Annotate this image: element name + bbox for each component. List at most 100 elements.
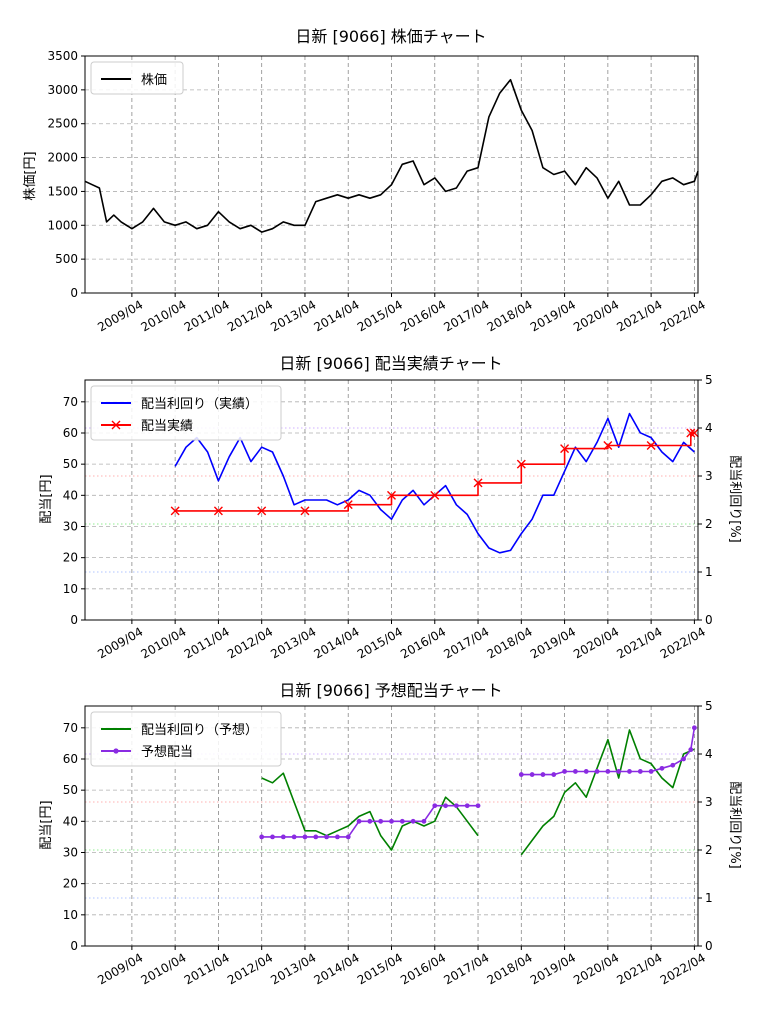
legend-box [90,61,184,95]
y-right-tick-label: 4 [705,421,713,435]
x-tick-label: 2016/04 [398,297,448,334]
data-point-marker [529,772,535,777]
y-right-tick-label: 1 [705,565,713,579]
data-point-marker [681,756,686,762]
data-point-marker [562,769,567,774]
data-point-marker [378,818,384,824]
series-line [84,78,699,233]
data-point-x-marker [646,440,656,450]
y-tick-label: 40 [63,488,78,502]
data-point-marker [573,769,578,774]
x-tick-label: 2012/04 [225,297,275,334]
legend-marker [113,748,119,754]
forecast-dividend-chart: 日新 [9066] 予想配当チャート 配当[円] 配当利回り[%] 010203… [39,681,742,988]
x-tick-label: 2009/04 [95,624,145,661]
x-tick-label: 2011/04 [182,950,232,987]
plot-frame [84,705,699,947]
data-point-marker [432,803,438,809]
legend-label: 配当利回り（実績） [141,396,258,412]
y-tick-label: 1500 [47,184,78,198]
y-tick-label: 10 [63,908,78,922]
x-tick-label: 2013/04 [268,624,318,661]
y-right-tick-label: 0 [705,613,713,627]
x-tick-label: 2011/04 [182,624,232,661]
data-point-marker [605,769,611,774]
y-tick-label: 0 [70,613,78,627]
x-tick-label: 2018/04 [485,624,535,661]
x-tick-label: 2015/04 [355,950,405,987]
x-tick-label: 2012/04 [225,624,275,661]
data-point-marker [616,769,622,774]
x-tick-label: 2018/04 [485,950,535,987]
x-tick-label: 2021/04 [614,624,664,661]
legend-marker [111,420,121,430]
data-point-marker [691,725,697,731]
plot-frame [84,55,699,294]
x-tick-label: 2009/04 [95,950,145,987]
y-tick-label: 0 [70,286,78,300]
legend-box [90,385,282,441]
legend: 配当利回り（予想） 予想配当 [90,711,282,767]
x-tick-label: 2020/04 [571,950,621,987]
legend-label: 予想配当 [141,744,193,760]
data-point-marker [389,818,394,824]
x-tick-label: 2018/04 [485,297,535,334]
y-tick-label: 3000 [47,83,78,97]
x-tick-label: 2009/04 [95,297,145,334]
data-point-marker [475,803,481,809]
data-point-x-marker [473,478,483,488]
legend: 株価 [90,61,184,95]
x-tick-label: 2013/04 [268,950,318,987]
data-point-marker [627,769,632,774]
x-tick-label: 2014/04 [312,624,362,661]
y-axis-label-right: 配当利回り[%] [727,455,742,543]
data-point-marker [540,772,546,777]
y-tick-label: 1000 [47,218,78,232]
data-point-x-marker [213,506,223,516]
y-tick-label: 20 [63,877,78,891]
legend-label: 配当利回り（予想） [141,722,258,738]
data-point-x-marker [603,440,613,450]
x-tick-label: 2016/04 [398,624,448,661]
data-point-marker [670,762,676,768]
data-point-x-marker [170,506,180,516]
x-tick-label: 2014/04 [312,950,362,987]
x-tick-label: 2020/04 [571,297,621,334]
data-point-marker [648,769,654,774]
data-point-marker [280,834,286,840]
y-tick-label: 60 [63,426,78,440]
data-point-marker [313,834,319,840]
data-point-marker [335,834,340,840]
dividend-history-chart: 日新 [9066] 配当実績チャート 配当[円] 配当利回り[%] 010203… [39,354,742,662]
y-tick-label: 500 [55,252,78,266]
y-tick-label: 0 [70,939,78,953]
y-tick-label: 3500 [47,49,78,63]
chart-title: 日新 [9066] 株価チャート [295,27,486,46]
y-tick-label: 70 [63,395,78,409]
x-tick-label: 2015/04 [355,624,405,661]
data-point-marker [659,765,665,771]
x-tick-label: 2011/04 [182,297,232,334]
data-point-marker [421,818,427,824]
y-axis-label-left: 配当[円] [39,474,54,523]
data-point-x-marker [300,506,310,516]
y-tick-label: 50 [63,457,78,471]
y-tick-label: 70 [63,721,78,735]
x-tick-label: 2022/04 [658,624,708,661]
data-point-x-marker [686,428,696,438]
plot-frame [84,379,699,621]
y-tick-label: 60 [63,752,78,766]
x-tick-label: 2015/04 [355,297,405,334]
y-axis-label: 株価[円] [23,151,38,200]
x-tick-label: 2019/04 [528,950,578,987]
y-right-tick-label: 3 [705,469,713,483]
x-tick-label: 2017/04 [441,950,491,987]
y-tick-label: 50 [63,783,78,797]
x-tick-label: 2022/04 [658,297,708,334]
x-tick-label: 2021/04 [614,297,664,334]
data-point-x-marker [430,490,440,500]
data-point-marker [551,772,557,777]
y-right-tick-label: 5 [705,373,713,387]
data-point-marker [688,747,694,753]
